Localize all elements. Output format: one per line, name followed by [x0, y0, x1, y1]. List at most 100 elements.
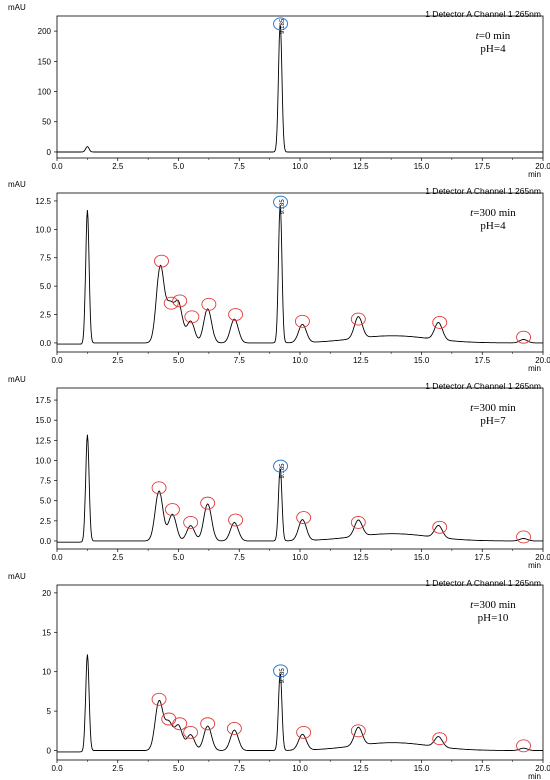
red-peak-marker — [183, 725, 199, 739]
ph-condition: pH=4 — [480, 220, 506, 232]
x-tick-label: 12.5 — [353, 764, 369, 773]
ph-condition: pH=4 — [480, 43, 506, 55]
x-tick-label: 20.0 — [535, 356, 550, 365]
detector-header: 1 Detector A Channel 1 265nm — [425, 381, 541, 391]
x-tick-label: 7.5 — [234, 162, 246, 171]
plot-frame — [56, 584, 544, 761]
red-peak-marker — [350, 312, 366, 326]
retention-time-label: 9.185 — [280, 463, 286, 479]
red-peak-marker — [200, 496, 216, 510]
red-peak-marker — [151, 481, 167, 495]
retention-time-label: 9.185 — [280, 18, 286, 34]
red-peak-marker — [228, 513, 244, 527]
y-tick-label: 0 — [47, 148, 52, 157]
red-peak-marker — [184, 310, 200, 324]
y-tick-label: 5.0 — [40, 497, 52, 506]
x-tick-label: 12.5 — [353, 356, 369, 365]
y-tick-label: 2.5 — [40, 517, 52, 526]
red-peak-marker — [228, 308, 244, 321]
x-tick-label: 0.0 — [51, 553, 63, 562]
x-tick-label: 12.5 — [353, 162, 369, 171]
x-tick-label: 7.5 — [234, 356, 246, 365]
time-condition: t=300 min — [470, 402, 516, 414]
chromatogram-panel-2: mAU 1 Detector A Channel 1 265nm 0.0 2.5 5.0… — [8, 180, 550, 373]
x-tick-label: 17.5 — [474, 356, 490, 365]
x-tick-label: 5.0 — [173, 553, 185, 562]
x-tick-label: 5.0 — [173, 356, 185, 365]
x-tick-label: 17.5 — [474, 764, 490, 773]
y-tick-label: 15 — [42, 628, 51, 637]
time-value: =300 min — [473, 599, 516, 611]
x-tick-label: 2.5 — [112, 553, 124, 562]
red-peak-marker — [164, 503, 180, 517]
x-tick-label: 15.0 — [414, 356, 430, 365]
red-peak-marker — [154, 254, 169, 268]
chromatogram-trace — [57, 25, 543, 153]
y-tick-label: 150 — [38, 57, 52, 66]
y-tick-label: 17.5 — [35, 396, 51, 405]
red-peak-marker — [200, 717, 216, 731]
time-value: =300 min — [473, 402, 516, 414]
x-tick-label: 17.5 — [474, 553, 490, 562]
y-tick-label: 10.0 — [35, 225, 51, 234]
red-peak-marker — [516, 330, 532, 344]
time-variable: t — [470, 402, 474, 414]
x-axis-unit: min — [528, 772, 541, 780]
x-tick-label: 15.0 — [414, 162, 430, 171]
y-tick-label: 100 — [38, 88, 52, 97]
y-tick-label: 0.0 — [40, 339, 52, 348]
x-tick-label: 7.5 — [234, 764, 246, 773]
time-condition: t=0 min — [476, 30, 511, 42]
blue-peak-marker — [273, 195, 289, 209]
retention-time-label: 9.185 — [280, 668, 286, 684]
chromatogram-trace — [57, 434, 543, 543]
chromatogram-panel-1: mAU 1 Detector A Channel 1 265nm 0.0 2.5 5.0… — [8, 3, 550, 179]
red-peak-marker — [161, 712, 177, 726]
red-peak-marker — [432, 316, 448, 329]
x-tick-label: 0.0 — [51, 162, 63, 171]
y-unit-label: mAU — [8, 375, 26, 384]
chromatogram-panel-4: mAU 1 Detector A Channel 1 265nm 0.0 2.5 5.0… — [8, 572, 550, 780]
y-tick-label: 0.0 — [40, 537, 52, 546]
red-peak-marker — [151, 692, 167, 706]
retention-time-label: 9.185 — [280, 199, 286, 215]
y-tick-label: 5.0 — [40, 282, 52, 291]
x-tick-label: 20.0 — [535, 553, 550, 562]
y-tick-label: 200 — [38, 27, 52, 36]
y-tick-label: 0 — [47, 747, 52, 756]
x-tick-label: 20.0 — [535, 162, 550, 171]
red-peak-marker — [516, 739, 532, 753]
red-peak-marker — [183, 515, 199, 529]
blue-peak-marker — [273, 17, 289, 31]
red-peak-marker — [432, 520, 448, 534]
y-unit-label: mAU — [8, 180, 26, 189]
ph-condition: pH=7 — [480, 415, 506, 427]
x-tick-label: 10.0 — [292, 162, 308, 171]
red-peak-marker — [172, 294, 188, 308]
y-tick-label: 15.0 — [35, 416, 51, 425]
y-tick-label: 10 — [42, 668, 51, 677]
red-peak-marker — [296, 725, 312, 739]
red-peak-marker — [163, 296, 179, 310]
x-tick-label: 10.0 — [292, 553, 308, 562]
y-tick-label: 7.5 — [40, 477, 52, 486]
red-peak-marker — [350, 724, 366, 738]
blue-peak-marker — [273, 459, 289, 473]
detector-header: 1 Detector A Channel 1 265nm — [425, 9, 541, 19]
x-tick-label: 2.5 — [112, 764, 124, 773]
detector-header: 1 Detector A Channel 1 265nm — [425, 578, 541, 588]
chromatogram-trace — [57, 205, 543, 345]
chromatogram-panel-3: mAU 1 Detector A Channel 1 265nm 0.0 2.5 5.0… — [8, 375, 550, 570]
time-value: =300 min — [473, 207, 516, 219]
x-tick-label: 0.0 — [51, 356, 63, 365]
time-condition: t=300 min — [470, 207, 516, 219]
y-tick-label: 12.5 — [35, 197, 51, 206]
x-tick-label: 12.5 — [353, 553, 369, 562]
x-tick-label: 2.5 — [112, 162, 124, 171]
red-peak-marker — [201, 297, 217, 311]
y-tick-label: 7.5 — [40, 254, 52, 263]
red-peak-marker — [350, 515, 366, 529]
time-value: =0 min — [479, 30, 511, 42]
y-tick-label: 5 — [47, 707, 52, 716]
